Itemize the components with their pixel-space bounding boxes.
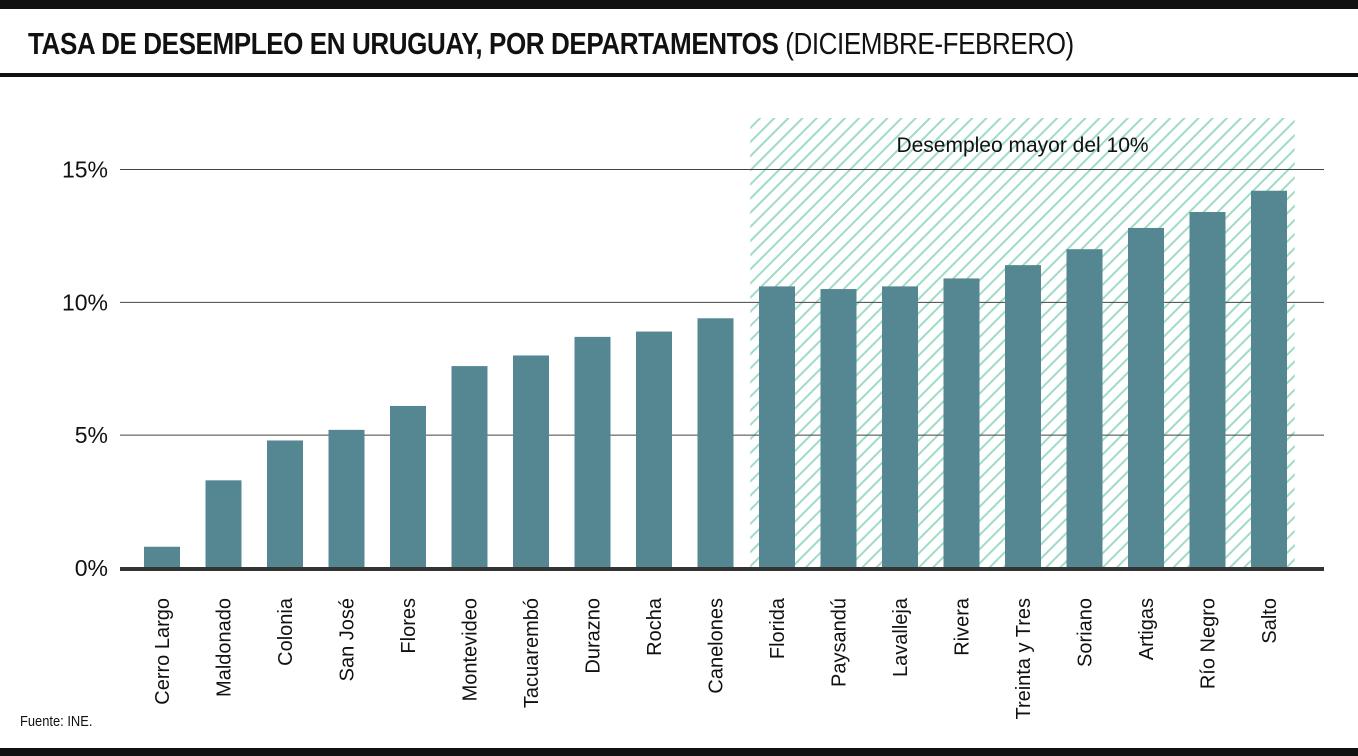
- x-tick-label: Paysandú: [829, 598, 851, 687]
- y-tick-label: 15%: [62, 157, 108, 183]
- x-tick-label: Artigas: [1136, 598, 1158, 660]
- highlight-label: Desempleo mayor del 10%: [896, 134, 1148, 157]
- bar: [328, 429, 365, 568]
- y-tick-label: 10%: [62, 289, 108, 315]
- top-rule: [0, 0, 1358, 9]
- bar: [574, 336, 611, 568]
- bottom-rule: [0, 748, 1358, 756]
- bar: [144, 546, 180, 568]
- bar: [943, 278, 980, 568]
- bar: [1005, 265, 1041, 568]
- x-tick-label: Rivera: [952, 597, 974, 656]
- x-tick-label: Salto: [1259, 598, 1281, 644]
- bar: [820, 289, 857, 568]
- x-tick-label: Cerro Largo: [152, 598, 174, 705]
- y-tick-label: 0%: [75, 555, 108, 581]
- bar: [882, 286, 918, 568]
- bar: [1189, 212, 1226, 569]
- x-tick-label: Lavalleja: [890, 597, 912, 677]
- x-tick-label: Durazno: [583, 598, 605, 674]
- chart-title-main: TASA DE DESEMPLEO EN URUGUAY, POR DEPART…: [28, 26, 779, 61]
- x-tick-label: Rocha: [644, 597, 666, 656]
- bar: [451, 366, 488, 568]
- x-tick-label: Montevideo: [460, 598, 482, 701]
- bar: [697, 318, 734, 568]
- title-rule: [0, 73, 1358, 77]
- bar: [205, 480, 242, 568]
- bar: [513, 355, 549, 568]
- x-tick-label: Río Negro: [1198, 598, 1220, 689]
- x-tick-label: Colonia: [275, 597, 297, 666]
- x-tick-label: Florida: [767, 597, 789, 659]
- x-tick-label: Treinta y Tres: [1013, 598, 1035, 720]
- x-tick-label: Soriano: [1075, 598, 1097, 667]
- bar: [267, 440, 303, 568]
- chart-subtitle: (DICIEMBRE-FEBRERO): [785, 26, 1074, 61]
- bar: [1066, 249, 1103, 568]
- bar: [1128, 227, 1164, 569]
- x-tick-label: Tacuarembó: [521, 598, 543, 708]
- x-tick-label: Maldonado: [214, 598, 236, 697]
- chart-title: TASA DE DESEMPLEO EN URUGUAY, POR DEPART…: [28, 22, 1074, 66]
- bar: [759, 286, 795, 568]
- bar: [1251, 190, 1287, 568]
- bar: [390, 405, 426, 568]
- source-note: Fuente: INE.: [20, 713, 93, 730]
- x-tick-label: Flores: [398, 598, 420, 654]
- x-tick-label: San José: [337, 598, 359, 681]
- bar: [636, 331, 672, 568]
- x-tick-label: Canelones: [706, 598, 728, 694]
- y-tick-label: 5%: [75, 422, 108, 448]
